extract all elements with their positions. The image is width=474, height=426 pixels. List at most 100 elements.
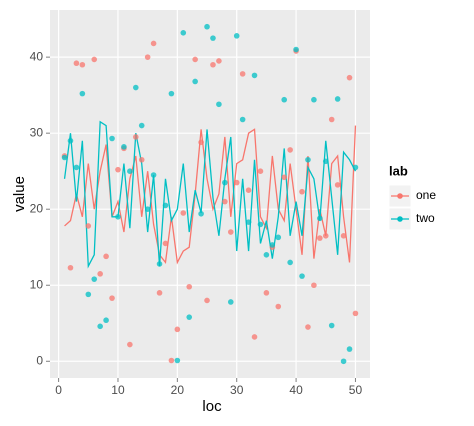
point	[73, 60, 80, 67]
point	[150, 172, 157, 178]
point	[293, 46, 299, 53]
point	[127, 341, 133, 348]
point	[299, 273, 305, 279]
point	[132, 134, 139, 140]
x-tick-label: 40	[289, 383, 303, 397]
point	[311, 282, 317, 289]
point	[156, 261, 163, 267]
point	[275, 303, 282, 310]
point	[180, 30, 187, 36]
point	[61, 154, 68, 161]
point	[227, 229, 234, 235]
legend-title: lab	[389, 163, 408, 178]
point	[346, 74, 353, 81]
point	[67, 137, 74, 144]
legend-label: two	[416, 211, 435, 225]
point	[91, 276, 98, 282]
point	[233, 179, 240, 186]
point	[79, 61, 86, 68]
point	[322, 233, 329, 239]
point	[156, 290, 163, 296]
point	[144, 206, 151, 213]
point	[216, 58, 222, 64]
point	[251, 72, 258, 79]
point	[73, 164, 80, 171]
point	[127, 168, 133, 174]
point	[192, 56, 198, 63]
point	[352, 164, 359, 171]
point	[251, 334, 258, 340]
point	[269, 242, 276, 248]
point	[311, 96, 317, 103]
point	[222, 179, 228, 186]
x-tick-label: 30	[230, 383, 244, 397]
point	[162, 240, 169, 247]
point	[305, 156, 311, 163]
point	[340, 358, 347, 365]
point	[257, 168, 264, 174]
point	[150, 40, 157, 47]
point	[115, 166, 121, 173]
y-tick-label: 40	[30, 49, 44, 63]
point	[138, 156, 145, 163]
point	[109, 135, 115, 142]
point	[186, 314, 193, 320]
point	[91, 56, 98, 63]
x-tick-label: 20	[171, 383, 185, 397]
y-axis-title: value	[11, 176, 28, 212]
point	[305, 324, 311, 330]
y-tick-label: 0	[36, 353, 43, 367]
point	[233, 33, 240, 39]
point	[346, 346, 353, 352]
point	[281, 96, 288, 103]
point	[103, 317, 109, 324]
point	[103, 253, 109, 260]
legend-point	[397, 193, 403, 199]
point	[352, 310, 359, 317]
point	[85, 291, 92, 298]
x-axis-title: loc	[202, 398, 222, 415]
point	[340, 233, 347, 239]
point	[287, 259, 293, 266]
point	[168, 90, 175, 97]
point	[328, 116, 335, 123]
series-line	[63, 120, 357, 269]
point	[216, 101, 222, 108]
point	[109, 295, 115, 301]
point	[299, 188, 305, 195]
point	[198, 139, 204, 146]
point	[334, 96, 341, 102]
point	[328, 322, 335, 329]
legend-point	[397, 216, 403, 222]
y-tick-label: 10	[30, 277, 44, 291]
x-tick-label: 0	[55, 383, 62, 397]
point	[79, 90, 86, 97]
point	[192, 78, 198, 85]
point	[67, 264, 74, 271]
point	[180, 210, 187, 216]
point	[115, 214, 121, 220]
point	[132, 84, 139, 91]
point	[287, 147, 293, 153]
point	[210, 61, 216, 68]
point	[281, 174, 288, 181]
point	[334, 182, 341, 188]
point	[138, 122, 145, 129]
point	[275, 234, 282, 241]
point	[210, 35, 216, 41]
x-tick-label: 10	[111, 383, 125, 397]
point	[317, 235, 323, 241]
point	[186, 283, 193, 290]
point	[222, 198, 228, 205]
point	[245, 219, 252, 225]
point	[204, 297, 210, 304]
point	[245, 187, 252, 193]
point	[227, 299, 234, 305]
y-tick-label: 30	[30, 125, 44, 139]
point	[174, 357, 181, 364]
point	[317, 215, 323, 222]
point	[97, 271, 103, 277]
point	[322, 158, 329, 165]
point	[97, 323, 103, 330]
